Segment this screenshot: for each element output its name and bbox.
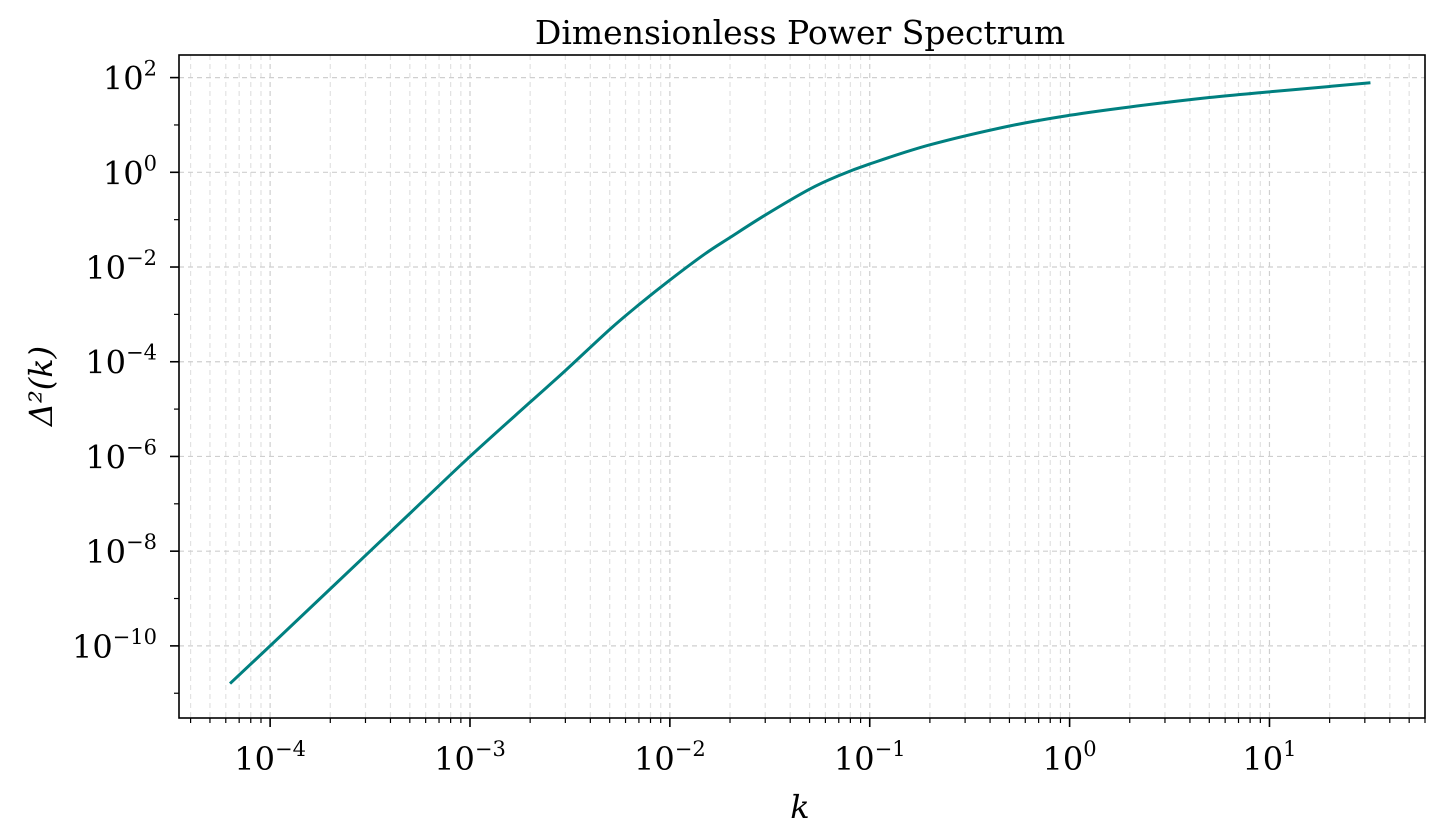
x-tick-label: 10−3	[434, 737, 506, 778]
y-tick-label: 102	[103, 57, 157, 98]
y-tick-labels: 102 100 10−2 10−4 10−6 10−8 10−10	[72, 57, 157, 666]
y-tick-label: 10−6	[85, 435, 157, 476]
plot-frame	[178, 54, 1426, 719]
x-tick-label: 10−2	[634, 737, 706, 778]
series-line	[228, 81, 1371, 685]
y-tick-label: 10−10	[72, 625, 157, 666]
chart-title: Dimensionless Power Spectrum	[535, 13, 1065, 52]
y-tick-label: 10−2	[85, 246, 157, 287]
grid-lines	[179, 55, 1426, 718]
x-tick-label: 100	[1043, 737, 1097, 778]
y-tick-label: 10−4	[85, 341, 157, 382]
x-tick-label: 10−4	[234, 737, 306, 778]
x-tick-label: 101	[1242, 737, 1296, 778]
x-axis-label: k	[790, 788, 809, 826]
x-tick-labels: 10−4 10−3 10−2 10−1 100 101	[234, 737, 1296, 778]
y-tick-label: 100	[103, 151, 157, 192]
x-tick-label: 10−1	[834, 737, 906, 778]
major-ticks	[170, 76, 1271, 727]
y-tick-label: 10−8	[85, 530, 157, 571]
y-axis-label: Δ²(k)	[22, 346, 60, 428]
minor-ticks	[174, 124, 1426, 723]
